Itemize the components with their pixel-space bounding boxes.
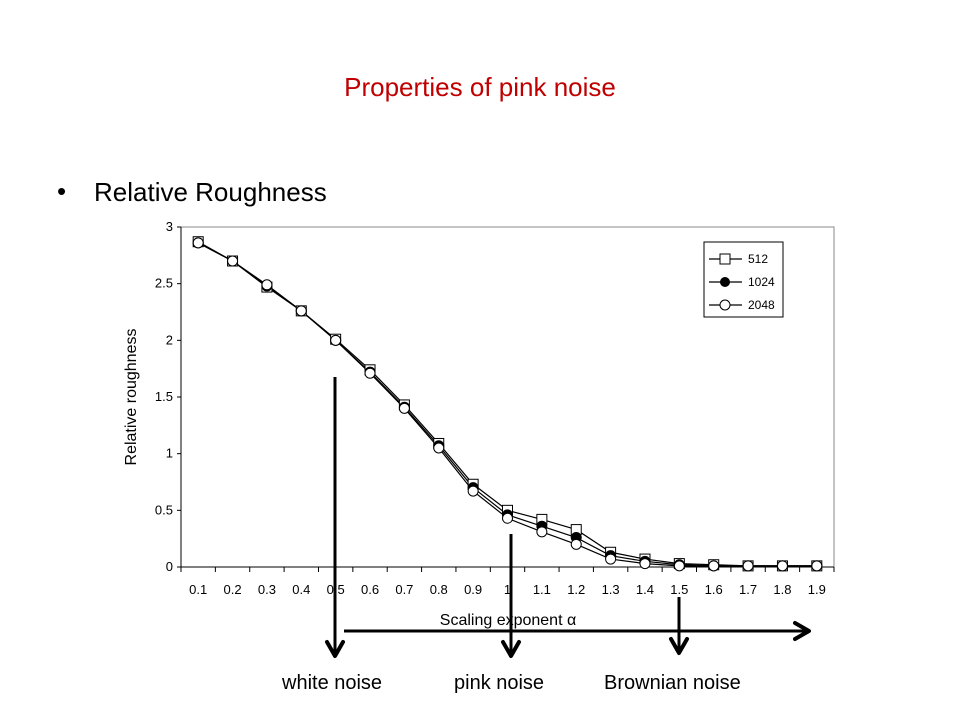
range-arrowhead — [793, 621, 811, 641]
y-tick-label: 3 — [166, 219, 173, 234]
y-axis-title: Relative roughness — [123, 329, 140, 466]
data-point-2048 — [364, 367, 376, 379]
data-point-2048 — [605, 553, 617, 565]
x-tick-label: 1 — [504, 582, 511, 597]
bullet-text: Relative Roughness — [94, 177, 327, 207]
y-tick-label: 2 — [166, 332, 173, 347]
data-point-2048 — [536, 526, 548, 538]
x-tick-label: 1.1 — [533, 582, 551, 597]
data-point-2048 — [192, 237, 204, 249]
x-tick-label: 0.2 — [224, 582, 242, 597]
y-tick-label: 2.5 — [155, 276, 173, 291]
x-tick-label: 0.3 — [258, 582, 276, 597]
legend-marker-512 — [719, 253, 731, 265]
label-white-noise: white noise — [282, 672, 383, 694]
x-tick-label: 0.7 — [395, 582, 413, 597]
data-point-2048 — [708, 560, 720, 572]
x-tick-label: 0.4 — [292, 582, 310, 597]
data-point-2048 — [398, 402, 410, 414]
x-tick-label: 0.8 — [430, 582, 448, 597]
x-tick-label: 1.9 — [808, 582, 826, 597]
data-point-2048 — [811, 560, 823, 572]
data-point-2048 — [467, 485, 479, 497]
y-tick-label: 0 — [166, 559, 173, 574]
bullet-dot: • — [57, 176, 67, 206]
data-point-2048 — [433, 442, 445, 454]
x-tick-label: 1.2 — [567, 582, 585, 597]
pink-noise-arrowhead — [501, 640, 521, 658]
data-point-2048 — [227, 255, 239, 267]
data-point-2048 — [570, 538, 582, 550]
label-pink-noise: pink noise — [454, 672, 545, 694]
data-point-2048 — [776, 560, 788, 572]
label-brownian-noise: Brownian noise — [604, 672, 741, 694]
data-point-2048 — [639, 558, 651, 570]
data-point-2048 — [295, 305, 307, 317]
legend-marker-1024 — [720, 277, 730, 287]
x-tick-label: 1.5 — [670, 582, 688, 597]
brownian-noise-arrowhead — [669, 637, 689, 655]
y-tick-label: 1.5 — [155, 389, 173, 404]
legend-label-2048: 2048 — [748, 298, 775, 312]
x-tick-label: 1.7 — [739, 582, 757, 597]
slide-title: Properties of pink noise — [344, 72, 616, 102]
data-point-2048 — [261, 279, 273, 291]
x-tick-label: 1.8 — [773, 582, 791, 597]
x-axis-title: Scaling exponent α — [440, 612, 576, 629]
legend-marker-2048 — [719, 299, 731, 311]
x-tick-label: 1.3 — [602, 582, 620, 597]
legend-label-512: 512 — [748, 252, 768, 266]
x-tick-label: 1.6 — [705, 582, 723, 597]
x-tick-label: 0.6 — [361, 582, 379, 597]
white-noise-arrowhead — [325, 640, 345, 658]
data-point-2048 — [742, 560, 754, 572]
x-tick-label: 0.9 — [464, 582, 482, 597]
data-point-2048 — [673, 560, 685, 572]
data-point-2048 — [502, 512, 513, 524]
data-point-2048 — [330, 334, 342, 346]
x-tick-label: 1.4 — [636, 582, 654, 597]
y-tick-label: 1 — [166, 446, 173, 461]
legend-box — [703, 241, 784, 318]
y-tick-label: 0.5 — [155, 502, 173, 517]
x-tick-label: 0.1 — [189, 582, 207, 597]
legend-label-1024: 1024 — [748, 275, 775, 289]
